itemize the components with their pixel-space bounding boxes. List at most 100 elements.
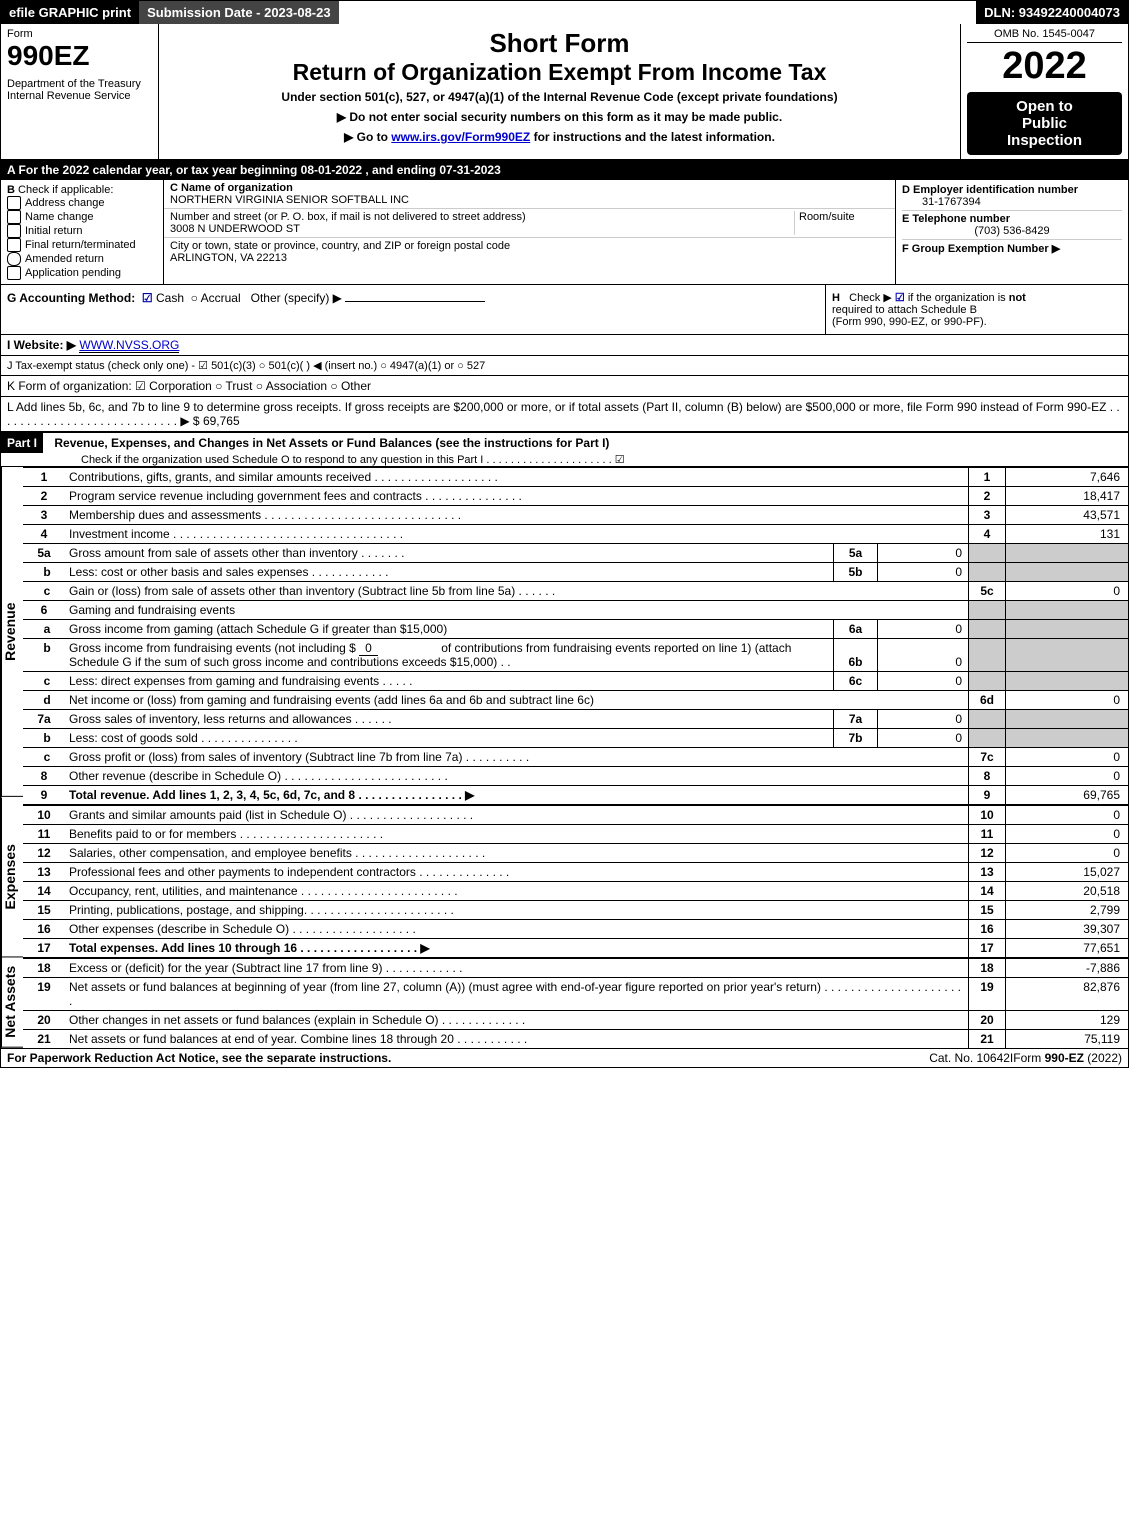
side-netassets: Net Assets: [1, 957, 23, 1048]
footer-right: Form 990-EZ (2022): [1013, 1051, 1122, 1065]
chk-initial-return[interactable]: Initial return: [7, 224, 157, 238]
street-value: 3008 N UNDERWOOD ST: [170, 223, 794, 235]
part1-table: 1Contributions, gifts, grants, and simil…: [23, 467, 1128, 1048]
h-text3: required to attach Schedule B: [832, 304, 977, 316]
row-l: L Add lines 5b, 6c, and 7b to line 9 to …: [1, 397, 1128, 433]
subtitle: Under section 501(c), 527, or 4947(a)(1)…: [165, 90, 954, 104]
section-a: A For the 2022 calendar year, or tax yea…: [1, 160, 1128, 180]
chk-final-return[interactable]: Final return/terminated: [7, 238, 157, 252]
line-5b: b Less: cost or other basis and sales ex…: [23, 563, 1128, 582]
footer: For Paperwork Reduction Act Notice, see …: [1, 1048, 1128, 1067]
chk-address-change[interactable]: Address change: [7, 196, 157, 210]
form-container: efile GRAPHIC print Submission Date - 20…: [0, 0, 1129, 1068]
inspection-line2: Public: [973, 115, 1116, 132]
part1-grid: Revenue Expenses Net Assets 1Contributio…: [1, 467, 1128, 1048]
part1-header-row: Part I Revenue, Expenses, and Changes in…: [1, 433, 1128, 467]
omb-number: OMB No. 1545-0047: [967, 28, 1122, 43]
city-value: ARLINGTON, VA 22213: [170, 252, 889, 264]
table-row: 18Excess or (deficit) for the year (Subt…: [23, 958, 1128, 978]
section-b-col: B Check if applicable: Address change Na…: [1, 180, 164, 284]
table-row: 14Occupancy, rent, utilities, and mainte…: [23, 882, 1128, 901]
city-label: City or town, state or province, country…: [170, 240, 889, 252]
title-return: Return of Organization Exempt From Incom…: [165, 59, 954, 86]
irs-label: Internal Revenue Service: [7, 90, 152, 102]
row-gh: G Accounting Method: ☑ Cash ○ Accrual Ot…: [1, 285, 1128, 335]
inspection-line1: Open to: [973, 98, 1116, 115]
h-not: not: [1009, 292, 1026, 304]
row-j: J Tax-exempt status (check only one) - ☑…: [1, 356, 1128, 376]
other-specify-label: Other (specify) ▶: [251, 291, 342, 305]
submission-date: Submission Date - 2023-08-23: [139, 1, 339, 24]
row-i: I Website: ▶ WWW.NVSS.ORG: [1, 335, 1128, 356]
top-bar: efile GRAPHIC print Submission Date - 20…: [1, 1, 1128, 24]
chk-amended-return[interactable]: Amended return: [7, 252, 157, 266]
h-text4: (Form 990, 990-EZ, or 990-PF).: [832, 316, 987, 328]
chk-application-pending[interactable]: Application pending: [7, 266, 157, 280]
chk-name-change[interactable]: Name change: [7, 210, 157, 224]
goto-suffix: for instructions and the latest informat…: [534, 130, 775, 144]
line-8: 8 Other revenue (describe in Schedule O)…: [23, 767, 1128, 786]
org-name: NORTHERN VIRGINIA SENIOR SOFTBALL INC: [170, 194, 889, 206]
lines-container: 1Contributions, gifts, grants, and simil…: [23, 467, 1128, 1048]
tax-year: 2022: [967, 45, 1122, 88]
header-row: Form 990EZ Department of the Treasury In…: [1, 24, 1128, 160]
table-row: 1Contributions, gifts, grants, and simil…: [23, 468, 1128, 487]
line-6b: b Gross income from fundraising events (…: [23, 639, 1128, 672]
table-row: 4Investment income . . . . . . . . . . .…: [23, 525, 1128, 544]
website-link[interactable]: WWW.NVSS.ORG: [79, 338, 179, 353]
tel-value: (703) 536-8429: [902, 225, 1122, 237]
line-7a: 7a Gross sales of inventory, less return…: [23, 710, 1128, 729]
line-9: 9 Total revenue. Add lines 1, 2, 3, 4, 5…: [23, 786, 1128, 806]
footer-left: For Paperwork Reduction Act Notice, see …: [7, 1051, 929, 1065]
website-label: I Website: ▶: [7, 338, 76, 352]
warning-ssn: ▶ Do not enter social security numbers o…: [165, 110, 954, 124]
check-if-applicable: Check if applicable:: [18, 184, 113, 196]
form-word: Form: [7, 28, 152, 40]
top-spacer: [339, 1, 977, 24]
row-k: K Form of organization: ☑ Corporation ○ …: [1, 376, 1128, 397]
part1-sub: Check if the organization used Schedule …: [1, 453, 1128, 466]
ein-value: 31-1767394: [902, 196, 981, 208]
line-6: 6 Gaming and fundraising events: [23, 601, 1128, 620]
group-exemption-label: F Group Exemption Number ▶: [902, 243, 1060, 255]
header-mid: Short Form Return of Organization Exempt…: [159, 24, 961, 159]
table-row: 13Professional fees and other payments t…: [23, 863, 1128, 882]
section-b-label: B: [7, 184, 15, 196]
table-row: 19Net assets or fund balances at beginni…: [23, 978, 1128, 1011]
table-row: 16Other expenses (describe in Schedule O…: [23, 920, 1128, 939]
cash-label: Cash: [156, 291, 184, 305]
header-left: Form 990EZ Department of the Treasury In…: [1, 24, 159, 159]
line-5c: c Gain or (loss) from sale of assets oth…: [23, 582, 1128, 601]
tel-label: E Telephone number: [902, 213, 1010, 225]
inspection-box: Open to Public Inspection: [967, 92, 1122, 155]
table-row: 11Benefits paid to or for members . . . …: [23, 825, 1128, 844]
org-name-row: C Name of organization NORTHERN VIRGINIA…: [164, 180, 895, 209]
h-text2: if the organization is: [908, 292, 1009, 304]
line-5a: 5a Gross amount from sale of assets othe…: [23, 544, 1128, 563]
street-row: Number and street (or P. O. box, if mail…: [164, 209, 895, 238]
dln-label: DLN: 93492240004073: [976, 1, 1128, 24]
accounting-label: G Accounting Method:: [7, 291, 135, 305]
line-6c: c Less: direct expenses from gaming and …: [23, 672, 1128, 691]
row-h: H Check ▶ ☑ if the organization is not r…: [825, 285, 1128, 334]
row-l-amount: 69,765: [203, 414, 240, 428]
header-right: OMB No. 1545-0047 2022 Open to Public In…: [961, 24, 1128, 159]
goto-link[interactable]: www.irs.gov/Form990EZ: [391, 130, 530, 144]
section-bcdef: B Check if applicable: Address change Na…: [1, 180, 1128, 285]
other-specify-input[interactable]: [345, 301, 485, 302]
dept-label: Department of the Treasury: [7, 78, 152, 90]
line-6a: a Gross income from gaming (attach Sched…: [23, 620, 1128, 639]
line-6d: d Net income or (loss) from gaming and f…: [23, 691, 1128, 710]
side-expenses: Expenses: [1, 797, 23, 957]
fundraising-amount: 0: [359, 641, 378, 656]
form-number: 990EZ: [7, 40, 152, 72]
org-name-label: C Name of organization: [170, 182, 293, 194]
h-check-text: Check ▶: [849, 292, 892, 304]
table-row: 3Membership dues and assessments . . . .…: [23, 506, 1128, 525]
inspection-line3: Inspection: [973, 132, 1116, 149]
city-row: City or town, state or province, country…: [164, 238, 895, 266]
row-l-text: L Add lines 5b, 6c, and 7b to line 9 to …: [7, 400, 1120, 428]
check-icon: ☑: [142, 291, 153, 305]
side-revenue: Revenue: [1, 467, 23, 797]
table-row: 2Program service revenue including gover…: [23, 487, 1128, 506]
